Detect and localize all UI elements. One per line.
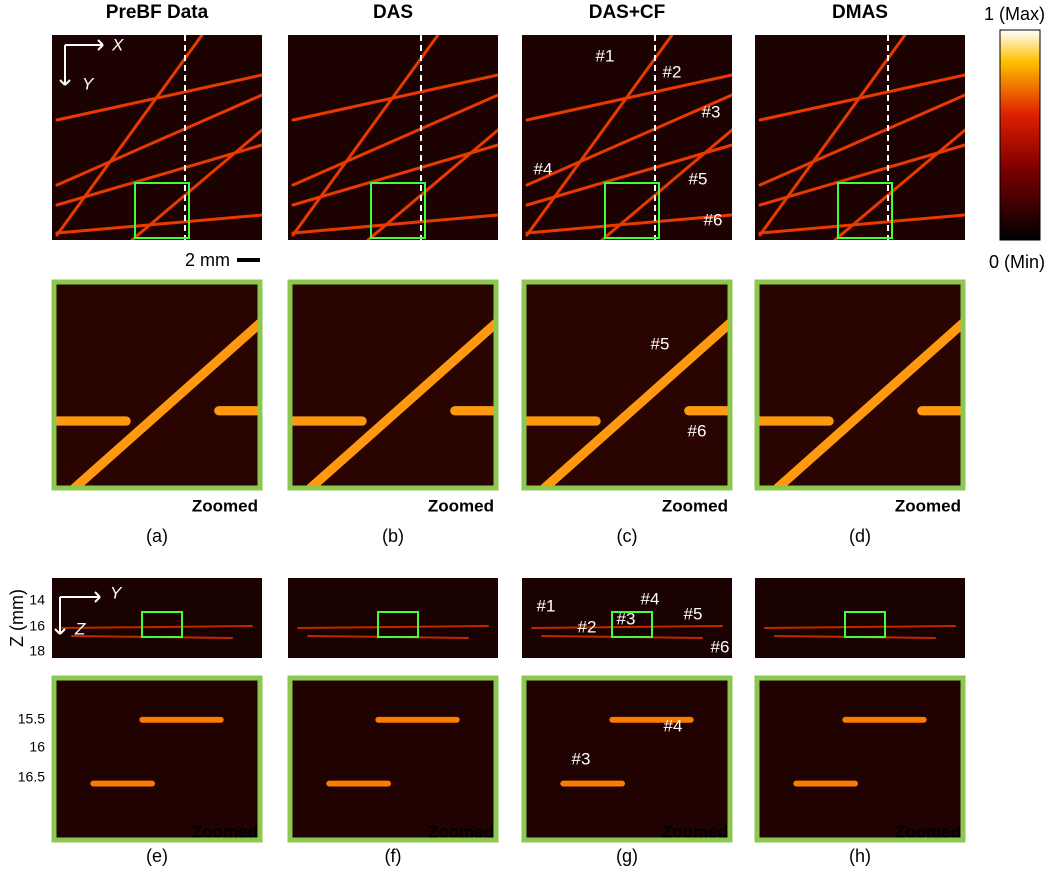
image-panel: [757, 681, 963, 838]
image-panel: [54, 282, 260, 488]
image-panel: [524, 282, 730, 488]
y-tick-label: 16: [29, 739, 45, 755]
axis-arrow: [59, 628, 66, 635]
vessel-label: #5: [651, 334, 670, 353]
column-title: DAS: [373, 2, 413, 23]
zoom-frame: [521, 279, 733, 491]
vessel-label: #1: [596, 46, 615, 65]
panel-letter: (c): [617, 526, 638, 546]
colorbar-min: 0 (Min): [989, 252, 1045, 272]
vessel-label: #6: [711, 637, 730, 656]
vessel-label: #3: [702, 102, 721, 121]
image-panel: [288, 35, 498, 240]
vessel-label: #3: [572, 749, 591, 768]
axis-arrow: [97, 44, 104, 51]
axis-arrow: [94, 596, 101, 603]
zoom-frame: [51, 675, 263, 843]
vessel-label: #6: [688, 421, 707, 440]
image-panel: [524, 681, 730, 838]
image-panel: [52, 35, 262, 240]
axis-label: X: [111, 35, 124, 54]
axis-arrow: [54, 628, 61, 635]
zoom-box: [837, 182, 893, 239]
image-panel: [54, 681, 260, 838]
vessel-label: #4: [664, 716, 683, 735]
zoom-frame: [521, 675, 733, 843]
zoom-label: Zoomed: [192, 822, 258, 841]
zoom-label: Zoomed: [895, 822, 961, 841]
zoom-label: Zoomed: [428, 496, 494, 515]
image-panel: [522, 35, 732, 240]
axis-arrow: [94, 591, 101, 598]
zoom-label: Zoomed: [662, 496, 728, 515]
axis-arrow: [59, 79, 66, 86]
zoom-frame: [754, 675, 966, 843]
zoom-frame: [287, 675, 499, 843]
axis-label: Y: [82, 74, 95, 93]
zoom-frame: [287, 279, 499, 491]
static-layout: [237, 29, 1041, 262]
panel-letter: (a): [146, 526, 168, 546]
vessel-label: #3: [617, 609, 636, 628]
axis-label: Y: [110, 583, 123, 602]
zoom-box: [377, 611, 419, 638]
axis-arrow: [97, 39, 104, 46]
y-axis-label: Z (mm): [7, 589, 27, 647]
zoom-label: Zoomed: [662, 822, 728, 841]
column-title: PreBF Data: [106, 2, 209, 23]
panel-letter: (d): [849, 526, 871, 546]
panel-letter: (g): [616, 846, 638, 866]
image-panel: [290, 282, 496, 488]
vessel-label: #2: [663, 62, 682, 81]
zoom-box: [604, 182, 660, 239]
image-panel: [755, 578, 965, 658]
vessel-label: #5: [684, 604, 703, 623]
image-panel: [290, 681, 496, 838]
image-panel: [755, 35, 965, 240]
axis-arrow: [64, 79, 71, 86]
vessel-label: #4: [534, 159, 553, 178]
column-title: DAS+CF: [589, 2, 666, 23]
vessel-label: #4: [641, 589, 660, 608]
vessel-label: #5: [689, 169, 708, 188]
panel-letter: (b): [382, 526, 404, 546]
y-tick-label: 16: [29, 618, 45, 634]
vessel-label: #1: [537, 596, 556, 615]
image-panel: [52, 578, 262, 658]
y-tick-label: 14: [29, 592, 45, 608]
y-tick-label: 15.5: [18, 711, 45, 727]
image-panel: [757, 282, 963, 488]
y-tick-label: 18: [29, 643, 45, 659]
zoom-frame: [51, 279, 263, 491]
zoom-label: Zoomed: [192, 496, 258, 515]
colorbar-max: 1 (Max): [984, 4, 1045, 24]
scale-bar-label: 2 mm: [185, 250, 230, 270]
zoom-label: Zoomed: [428, 822, 494, 841]
y-tick-label: 16.5: [18, 769, 45, 785]
zoom-box: [844, 611, 886, 638]
zoom-frame: [754, 279, 966, 491]
zoom-box: [134, 182, 190, 239]
zoom-box: [611, 611, 653, 638]
colorbar: [999, 29, 1041, 241]
zoom-box: [370, 182, 426, 239]
axis-label: Z: [74, 619, 86, 638]
zoom-label: Zoomed: [895, 496, 961, 515]
column-title: DMAS: [832, 2, 888, 23]
zoom-box: [141, 611, 183, 638]
panel-letter: (h): [849, 846, 871, 866]
image-panel: [288, 578, 498, 658]
vessel-label: #6: [704, 210, 723, 229]
panel-letter: (f): [385, 846, 402, 866]
vessel-label: #2: [578, 617, 597, 636]
panel-letter: (e): [146, 846, 168, 866]
